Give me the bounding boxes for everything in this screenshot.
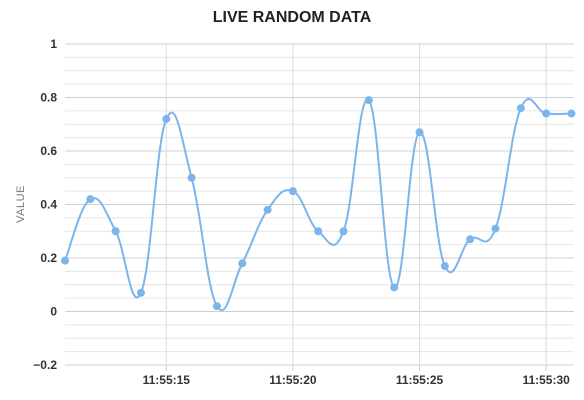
data-point[interactable] <box>288 187 297 196</box>
y-tick-label: 0 <box>50 305 57 319</box>
y-axis-ticks: 1 0.8 0.6 0.4 0.2 0 −0.2 <box>33 37 57 372</box>
y-tick-label: 0.6 <box>40 144 57 158</box>
data-point[interactable] <box>187 173 196 182</box>
major-grid <box>65 43 574 366</box>
y-tick-label: 1 <box>50 37 57 51</box>
y-tick-label: 0.8 <box>40 91 57 105</box>
data-point[interactable] <box>466 235 475 244</box>
data-point[interactable] <box>238 259 247 268</box>
data-point[interactable] <box>542 109 551 118</box>
chart-title: LIVE RANDOM DATA <box>213 9 372 26</box>
y-axis-label: VALUE <box>15 185 27 223</box>
data-point[interactable] <box>339 227 348 236</box>
x-tick-label: 11:55:20 <box>269 373 317 387</box>
data-point[interactable] <box>567 109 576 118</box>
series-line <box>64 98 572 312</box>
x-axis-ticks: 11:55:15 11:55:20 11:55:25 11:55:30 <box>143 365 570 387</box>
data-point[interactable] <box>86 195 95 204</box>
y-tick-label: 0.4 <box>40 198 57 212</box>
data-point[interactable] <box>314 227 323 236</box>
data-point[interactable] <box>516 104 525 113</box>
y-tick-label: 0.2 <box>40 251 57 265</box>
data-point[interactable] <box>136 288 145 297</box>
data-point[interactable] <box>364 96 373 105</box>
x-tick-label: 11:55:30 <box>522 373 570 387</box>
data-point[interactable] <box>61 256 69 265</box>
data-point[interactable] <box>162 114 171 123</box>
y-tick-label: −0.2 <box>33 358 57 372</box>
data-point[interactable] <box>263 205 272 214</box>
x-tick-label: 11:55:15 <box>143 373 191 387</box>
data-point[interactable] <box>111 227 120 236</box>
data-point[interactable] <box>390 283 399 292</box>
data-point[interactable] <box>212 302 221 311</box>
data-point[interactable] <box>415 128 424 137</box>
x-tick-label: 11:55:25 <box>396 373 444 387</box>
data-point[interactable] <box>491 224 500 233</box>
data-point[interactable] <box>440 262 449 271</box>
data-points <box>61 96 576 311</box>
